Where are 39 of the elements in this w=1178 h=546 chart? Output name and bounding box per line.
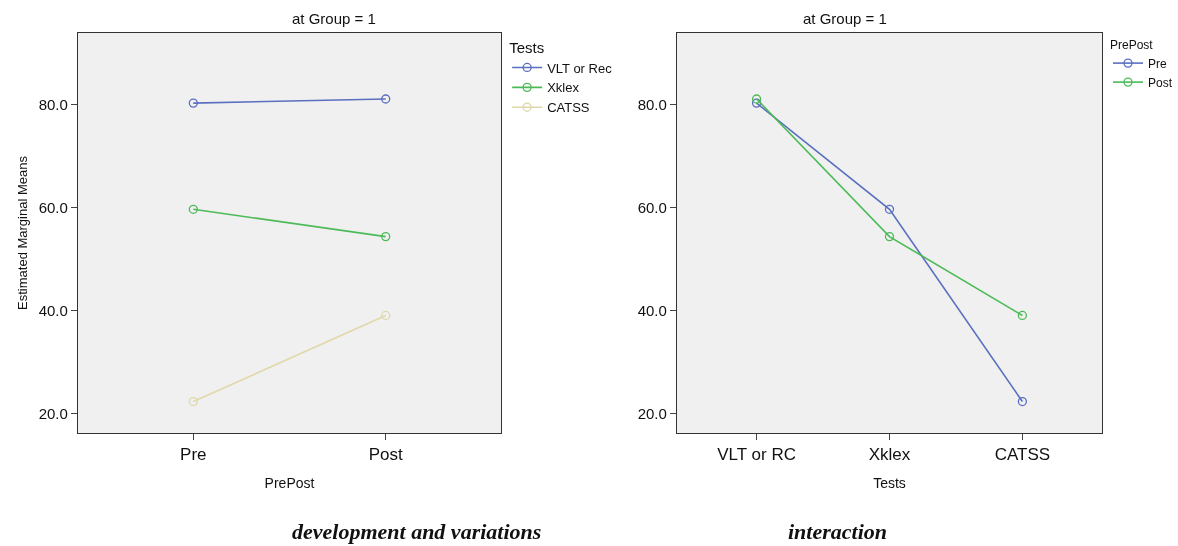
point bbox=[381, 310, 391, 321]
point bbox=[188, 98, 198, 108]
point bbox=[884, 204, 895, 214]
legend-label: CATSS bbox=[547, 100, 590, 116]
y-tick-label: 60.0 bbox=[38, 198, 68, 216]
legend-label: VLT or Rec bbox=[547, 60, 613, 76]
text: development and variations bbox=[292, 519, 542, 544]
legend-title: PrePost bbox=[1110, 37, 1154, 52]
y-axis-title: Estimated Marginal Means bbox=[14, 155, 30, 310]
text: interaction bbox=[788, 519, 888, 544]
y-tick-label: 40.0 bbox=[637, 302, 667, 320]
chart-title: at Group = 1 bbox=[803, 10, 887, 27]
y-tick-label: 40.0 bbox=[38, 302, 68, 320]
x-axis-title: PrePost bbox=[264, 474, 315, 491]
point bbox=[381, 231, 391, 242]
x-tick-label: VLT or RC bbox=[717, 445, 796, 465]
legend-label: Xklex bbox=[547, 80, 580, 96]
x-tick-label: Xklex bbox=[868, 445, 911, 465]
point bbox=[884, 231, 895, 242]
y-tick-label: 80.0 bbox=[38, 95, 68, 113]
x-tick-label: CATSS bbox=[994, 445, 1051, 465]
point bbox=[751, 98, 762, 108]
point bbox=[751, 94, 762, 104]
legend-label: Pre bbox=[1148, 56, 1167, 71]
chart-title: at Group = 1 bbox=[292, 10, 376, 27]
y-tick-label: 80.0 bbox=[637, 95, 667, 113]
point bbox=[188, 396, 198, 407]
point bbox=[188, 204, 198, 214]
x-axis-title: Tests bbox=[873, 474, 906, 491]
x-tick-label: Post bbox=[368, 445, 403, 465]
legend-title: Tests bbox=[509, 38, 545, 56]
point bbox=[381, 94, 391, 104]
point bbox=[1017, 310, 1028, 321]
y-tick-label: 60.0 bbox=[637, 198, 667, 216]
y-tick-label: 20.0 bbox=[637, 405, 667, 423]
x-tick-label: Pre bbox=[180, 445, 207, 465]
point bbox=[1017, 396, 1028, 407]
y-tick-label: 20.0 bbox=[38, 405, 68, 423]
legend-label: Post bbox=[1148, 75, 1173, 90]
